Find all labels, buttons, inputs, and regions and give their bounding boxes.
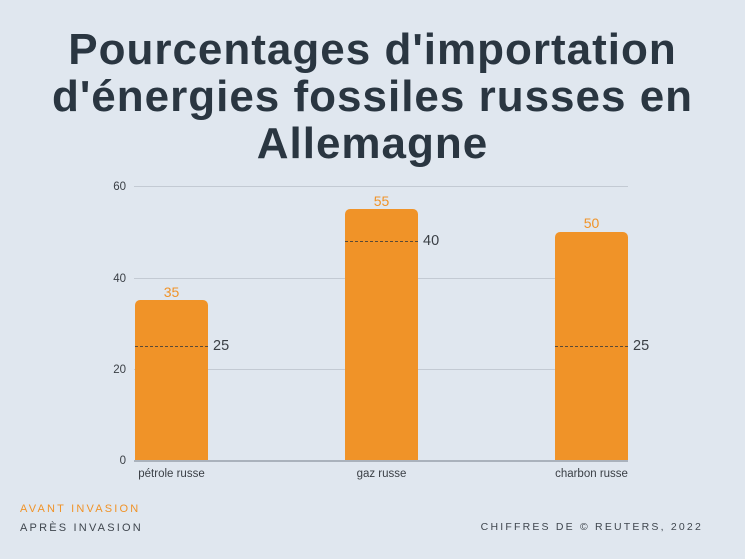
value-after-charbon: 25 — [633, 338, 650, 354]
legend-before-invasion: AVANT INVASION — [20, 503, 141, 515]
value-after-gaz: 40 — [423, 233, 440, 249]
x-label-gaz: gaz russe — [356, 468, 407, 480]
bar-petrole-russe — [135, 300, 208, 460]
marker-after-gaz — [345, 241, 418, 242]
x-axis-line — [134, 460, 628, 462]
bar-gaz-russe — [345, 209, 418, 460]
x-label-charbon: charbon russe — [555, 468, 628, 480]
chart-title: Pourcentages d'importation d'énergies fo… — [0, 26, 745, 167]
x-label-petrole: pétrole russe — [138, 468, 205, 480]
title-line-2: d'énergies fossiles russes en — [51, 72, 694, 121]
value-before-petrole: 35 — [163, 284, 180, 300]
marker-after-charbon — [555, 346, 628, 347]
title-line-3: Allemagne — [256, 119, 489, 168]
y-tick-40: 40 — [113, 273, 126, 285]
y-tick-0: 0 — [119, 455, 126, 467]
value-after-petrole: 25 — [213, 338, 230, 354]
y-tick-20: 20 — [113, 364, 126, 376]
title-line-1: Pourcentages d'importation — [68, 25, 677, 74]
marker-after-petrole — [135, 346, 208, 347]
value-before-charbon: 50 — [583, 215, 600, 231]
gridline-60 — [134, 186, 628, 187]
value-before-gaz: 55 — [373, 193, 390, 209]
legend-after-invasion: APRÈS INVASION — [20, 522, 143, 534]
source-credit: CHIFFRES DE © REUTERS, 2022 — [480, 521, 703, 533]
y-tick-60: 60 — [113, 181, 126, 193]
